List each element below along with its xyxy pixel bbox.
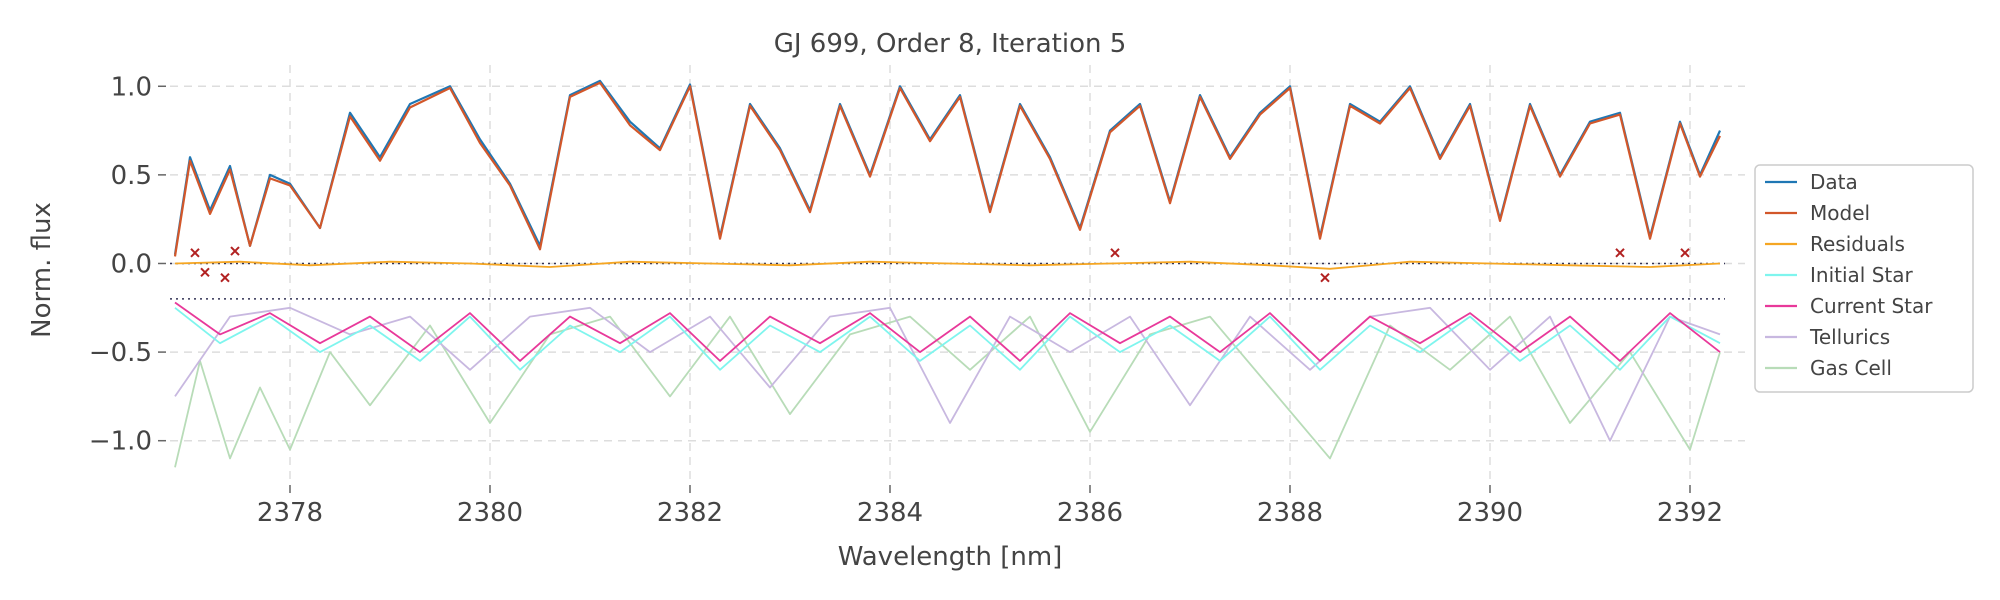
y-tick-label: −1.0 <box>89 427 152 457</box>
series-layer <box>173 79 1722 468</box>
outlier-marker <box>1110 248 1120 258</box>
x-tick-label: 2378 <box>257 498 323 528</box>
chart-title: GJ 699, Order 8, Iteration 5 <box>774 29 1127 59</box>
x-tick-label: 2382 <box>657 498 723 528</box>
series-line-model <box>173 81 1721 257</box>
y-axis-label: Norm. flux <box>27 202 57 338</box>
x-tick-label: 2380 <box>457 498 523 528</box>
series-line-residuals <box>174 260 1721 270</box>
x-tick-label: 2390 <box>1457 498 1523 528</box>
series-line-initial-star <box>174 307 1721 371</box>
legend-entry: Initial Star <box>1810 263 1913 287</box>
outlier-marker <box>1680 248 1690 258</box>
x-tick-label: 2386 <box>1057 498 1123 528</box>
x-axis-label: Wavelength [nm] <box>838 542 1063 572</box>
outlier-marker <box>1320 272 1330 283</box>
y-tick-label: 1.0 <box>111 72 152 102</box>
outlier-marker <box>230 246 240 256</box>
legend-entry: Tellurics <box>1809 325 1890 349</box>
y-tick-label: 0.0 <box>111 249 152 279</box>
outlier-marker <box>190 248 200 258</box>
axes: 2378 2380 2382 2384 2386 2388 2390 2392 1.0 0.5 0.… <box>89 72 1723 528</box>
legend-entry: Data <box>1810 170 1858 194</box>
x-tick-label: 2388 <box>1257 498 1323 528</box>
y-tick-label: 0.5 <box>111 161 152 191</box>
legend-entry: Current Star <box>1810 294 1933 318</box>
x-tick-label: 2384 <box>857 498 923 528</box>
legend-entry: Model <box>1810 201 1870 225</box>
series-line-tellurics <box>174 306 1721 442</box>
x-tick-label: 2392 <box>1657 498 1723 528</box>
series-line-current-star <box>174 301 1721 362</box>
outlier-marker <box>200 267 210 278</box>
legend-entry: Gas Cell <box>1810 356 1892 380</box>
y-tick-label: −0.5 <box>89 338 152 368</box>
outlier-marker <box>220 272 230 283</box>
legend: Data Model Residuals Initial Star Current St… <box>1754 164 1974 393</box>
outlier-marker <box>1615 248 1625 258</box>
legend-entry: Residuals <box>1810 232 1905 256</box>
outlier-layer <box>190 246 1690 283</box>
legend-box <box>1754 164 1974 393</box>
